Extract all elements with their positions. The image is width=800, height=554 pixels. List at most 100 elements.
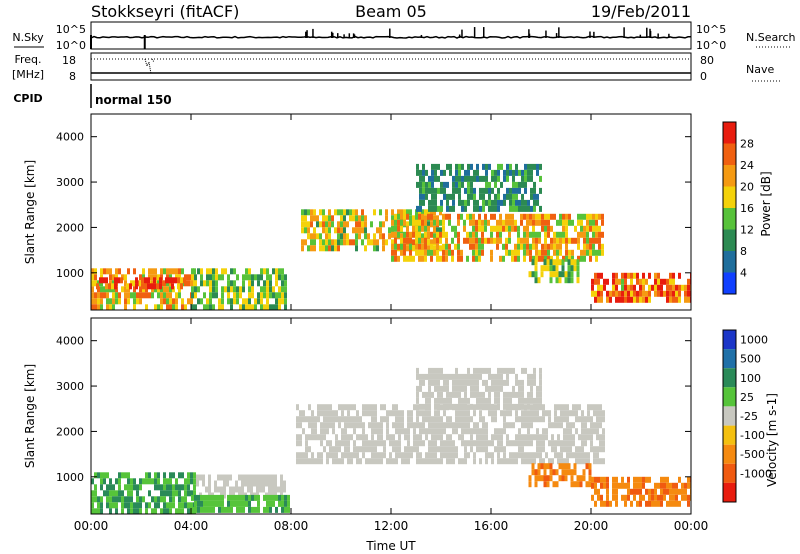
power-cell <box>310 215 313 222</box>
velocity-cell <box>199 474 202 481</box>
velocity-cell <box>431 452 434 459</box>
power-cell <box>458 187 461 194</box>
power-cell <box>391 243 394 250</box>
power-cell <box>307 245 310 252</box>
velocity-cell <box>497 440 500 447</box>
velocity-cell <box>187 490 190 497</box>
velocity-cell <box>214 480 217 487</box>
velocity-cell <box>557 452 560 459</box>
velocity-cell <box>223 486 226 493</box>
power-cell <box>388 233 391 240</box>
power-cell <box>565 219 568 226</box>
velocity-cell <box>377 428 380 435</box>
velocity-cell <box>280 480 283 487</box>
velocity-cell <box>335 440 338 447</box>
power-cell <box>618 296 621 303</box>
power-cell <box>230 268 233 275</box>
power-cell <box>497 205 500 212</box>
velocity-cell <box>570 475 574 482</box>
power-cell <box>422 175 425 182</box>
velocity-cell <box>320 410 323 417</box>
velocity-cell <box>530 379 533 386</box>
power-cell <box>443 187 446 194</box>
power-cell <box>517 231 520 238</box>
velocity-cell <box>407 440 410 447</box>
power-cell <box>99 277 102 284</box>
power-cell <box>434 163 437 170</box>
power-cell <box>382 221 385 228</box>
velocity-cell <box>506 391 509 398</box>
velocity-cell <box>639 488 642 495</box>
power-cell <box>482 175 485 182</box>
velocity-cell <box>467 428 470 435</box>
power-cell <box>684 284 687 291</box>
velocity-cell <box>566 458 569 465</box>
velocity-cell <box>648 500 651 507</box>
velocity-ytick: 1000 <box>56 471 84 484</box>
velocity-cell <box>271 480 274 487</box>
power-cell <box>577 219 580 226</box>
power-cell <box>479 205 482 212</box>
velocity-cell <box>314 434 317 441</box>
power-cell <box>160 298 163 305</box>
power-cell <box>592 237 595 244</box>
velocity-cell <box>452 403 455 410</box>
velocity-cell <box>590 434 593 441</box>
velocity-cell <box>530 385 533 392</box>
velocity-colorbar-label: Velocity [m s-1] <box>765 393 779 487</box>
velocity-cell <box>633 482 636 489</box>
power-cell <box>446 199 449 206</box>
velocity-cell <box>621 482 624 489</box>
velocity-cell <box>543 469 547 476</box>
power-cell <box>412 215 415 222</box>
power-cell <box>409 219 412 226</box>
velocity-cell <box>256 480 259 487</box>
power-cell <box>597 278 600 285</box>
power-cell <box>508 225 511 232</box>
power-cell <box>442 255 445 262</box>
power-cell <box>147 277 150 284</box>
power-cell <box>533 205 536 212</box>
velocity-cell <box>566 422 569 429</box>
velocity-cell <box>344 428 347 435</box>
power-cell <box>400 249 403 256</box>
velocity-cell <box>419 428 422 435</box>
velocity-cell <box>488 440 491 447</box>
velocity-cell <box>654 500 657 507</box>
power-cell <box>455 181 458 188</box>
nsky-label: N.Sky <box>12 31 44 44</box>
velocity-cell <box>500 410 503 417</box>
velocity-cell <box>109 490 112 497</box>
velocity-cell <box>202 480 205 487</box>
power-cell <box>509 187 512 194</box>
power-cell <box>488 193 491 200</box>
velocity-cell <box>560 440 563 447</box>
velocity-cell <box>434 458 437 465</box>
power-cell <box>106 298 109 305</box>
velocity-cell <box>220 474 223 481</box>
velocity-cell <box>437 397 440 404</box>
power-cell <box>609 296 612 303</box>
velocity-cell <box>627 482 630 489</box>
power-cell <box>666 284 669 291</box>
power-cell <box>221 304 224 310</box>
velocity-cell <box>599 440 602 447</box>
power-cell <box>583 249 586 256</box>
velocity-cell <box>485 458 488 465</box>
velocity-cell <box>112 490 115 497</box>
velocity-cell <box>521 440 524 447</box>
velocity-cell <box>467 416 470 423</box>
power-cell <box>485 181 488 188</box>
power-cell <box>257 280 260 287</box>
velocity-cell <box>401 416 404 423</box>
power-cell <box>281 292 284 299</box>
power-cell <box>506 193 509 200</box>
velocity-cell <box>320 458 323 465</box>
velocity-cell <box>100 496 103 503</box>
velocity-cell <box>633 488 636 495</box>
velocity-cell <box>215 500 218 507</box>
velocity-cell <box>440 446 443 453</box>
velocity-cell <box>528 475 532 482</box>
power-cell <box>157 274 160 281</box>
power-cell <box>532 225 535 232</box>
